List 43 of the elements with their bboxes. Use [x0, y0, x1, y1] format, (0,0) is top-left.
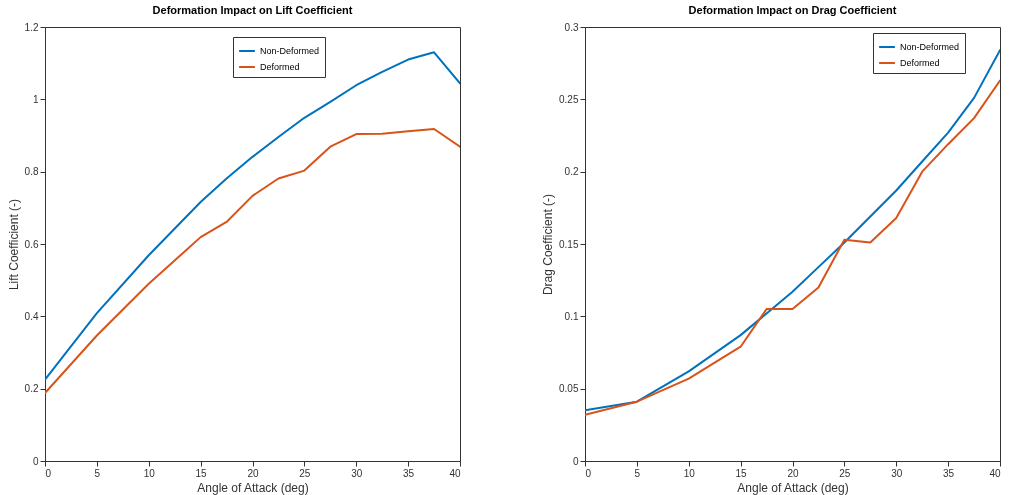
line-series [45, 127, 460, 395]
x-tick-label: 40 [989, 467, 1001, 479]
y-tick-label: 0.25 [559, 93, 579, 105]
x-tick-label: 35 [943, 467, 955, 479]
x-axis-title: Angle of Attack (deg) [197, 480, 309, 495]
x-tick-label: 20 [247, 467, 259, 479]
y-axis-title: Drag Coefficient (-) [541, 193, 556, 296]
y-tick-label: 0.2 [24, 383, 39, 395]
y-axis-title: Lift Coefficient (-) [6, 198, 21, 291]
y-tick-label: 0.1 [564, 310, 579, 322]
x-tick-label: 25 [299, 467, 311, 479]
x-tick-label: 10 [683, 467, 696, 479]
x-axis-title: Angle of Attack (deg) [737, 480, 849, 495]
y-tick-label: 0.2 [564, 166, 579, 178]
x-tick-label: 20 [787, 467, 799, 479]
x-tick-label: 15 [735, 467, 748, 479]
x-tick-label: 40 [449, 467, 461, 479]
x-tick-label: 35 [403, 467, 415, 479]
y-tick-label: 0.3 [564, 21, 579, 33]
x-tick-label: 5 [634, 467, 641, 479]
y-tick-label: 0.05 [559, 383, 579, 395]
y-tick-label: 1 [32, 93, 39, 105]
y-tick-label: 1.2 [24, 21, 39, 33]
y-tick-label: 0 [572, 455, 579, 467]
x-tick-label: 15 [195, 467, 208, 479]
chart-title: Deformation Impact on Drag Coefficient [688, 4, 897, 16]
legend-label: Non-Deformed [260, 46, 320, 56]
x-tick-label: 25 [839, 467, 851, 479]
legend-label: Non-Deformed [900, 42, 960, 52]
y-tick-label: 0.4 [24, 310, 39, 322]
y-tick-label: 0.8 [24, 166, 39, 178]
x-tick-label: 0 [585, 467, 592, 479]
legend-label: Deformed [900, 58, 940, 68]
y-tick-label: 0 [32, 455, 39, 467]
y-tick-label: 0.6 [24, 238, 39, 250]
x-tick-label: 0 [45, 467, 52, 479]
x-tick-label: 10 [143, 467, 156, 479]
x-tick-label: 30 [351, 467, 363, 479]
chart-title: Deformation Impact on Lift Coefficient [152, 4, 353, 16]
legend-label: Deformed [260, 62, 300, 72]
x-tick-label: 5 [94, 467, 101, 479]
x-tick-label: 30 [891, 467, 903, 479]
y-tick-label: 0.15 [559, 238, 579, 250]
